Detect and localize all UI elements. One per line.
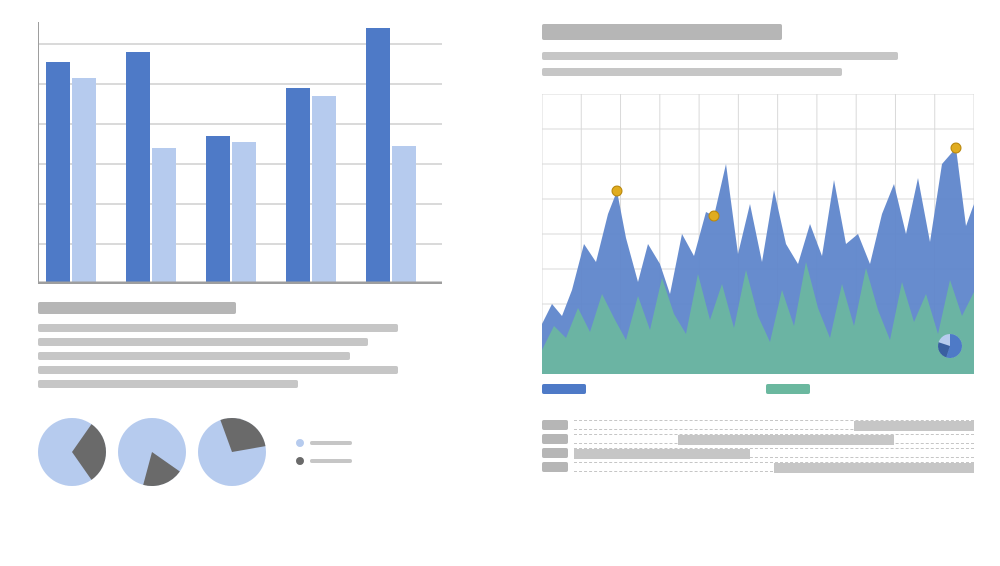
text-line-placeholder [38,352,350,360]
pie-chart-0 [38,418,106,486]
hbar-row [542,432,974,446]
legend-item [296,457,352,465]
bar-title-placeholder [38,302,236,314]
legend-chip [542,384,586,394]
bar-text-block [38,302,442,388]
hbar-row [542,446,974,460]
hbar-row [542,418,974,432]
pie-chart-2 [198,418,266,486]
pie-row [38,418,442,486]
legend-item [296,439,352,447]
legend-chip [766,384,810,394]
bar-chart [38,22,442,284]
pie-legend [296,439,352,465]
text-line-placeholder [542,52,898,60]
area-legend [542,384,974,394]
text-line-placeholder [38,338,368,346]
right-header [542,24,974,76]
area-chart [542,94,974,374]
hbar-row [542,460,974,474]
text-line-placeholder [38,380,298,388]
text-line-placeholder [542,68,842,76]
hbar-block [542,418,974,474]
pie-chart-1 [118,418,186,486]
right-title-placeholder [542,24,782,40]
text-line-placeholder [38,324,398,332]
text-line-placeholder [38,366,398,374]
